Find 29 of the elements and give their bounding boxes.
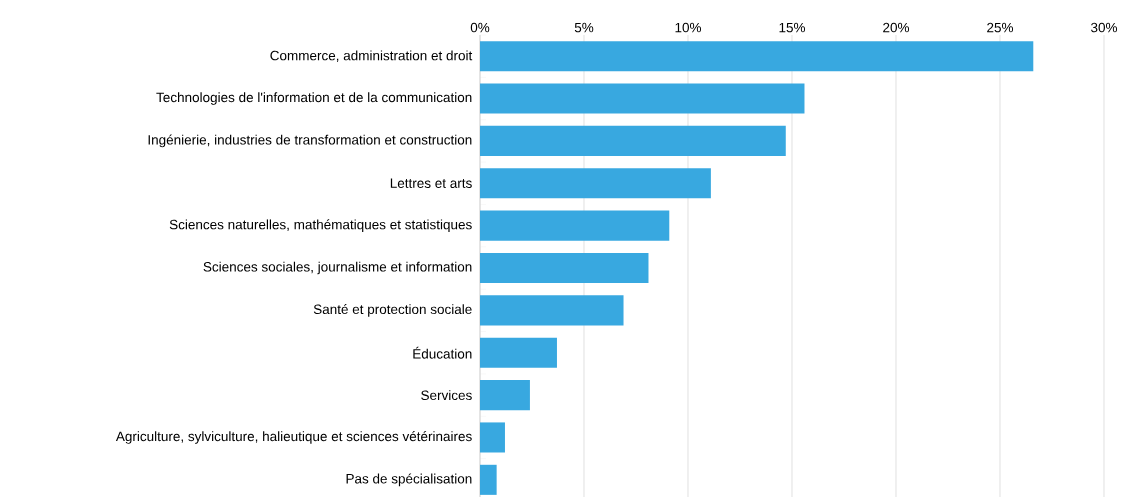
x-tick-label: 15% [779,22,806,33]
x-tick-label: 0% [470,22,490,33]
y-tick-label: Éducation [413,346,472,359]
bar [480,422,505,453]
y-tick-label: Ingénierie, industries de transformation et construction [148,134,472,148]
x-tick-label: 25% [987,22,1014,33]
x-tick-label: 20% [883,22,910,33]
bar [480,252,649,284]
y-tick-label: Sciences naturelles, mathématiques et statistiques [169,219,472,233]
x-tick-label: 5% [574,22,594,33]
bar [480,380,530,411]
x-tick-label: 10% [675,22,702,33]
y-tick-label: Technologies de l'information et de la communication [156,92,472,105]
y-tick-label: Agriculture, sylviculture, halieutique et sciences vétérinaires [115,431,472,444]
y-tick-label: Pas de spécialisation [346,473,472,487]
bar [480,210,670,241]
bar [480,295,624,326]
y-tick-label: Lettres et arts [390,178,472,188]
y-tick-label: Services [421,390,472,401]
bar [480,337,557,368]
y-tick-label: Commerce, administration et droit [270,50,473,62]
y-tick-label: Sciences sociales, journalisme et information [203,261,472,275]
bar [480,125,786,156]
bar [480,464,497,495]
bar [480,168,711,199]
bar [480,83,805,114]
x-tick-label: 30% [1091,22,1118,33]
bar [480,41,1034,72]
y-tick-label: Santé et protection sociale [313,304,472,317]
